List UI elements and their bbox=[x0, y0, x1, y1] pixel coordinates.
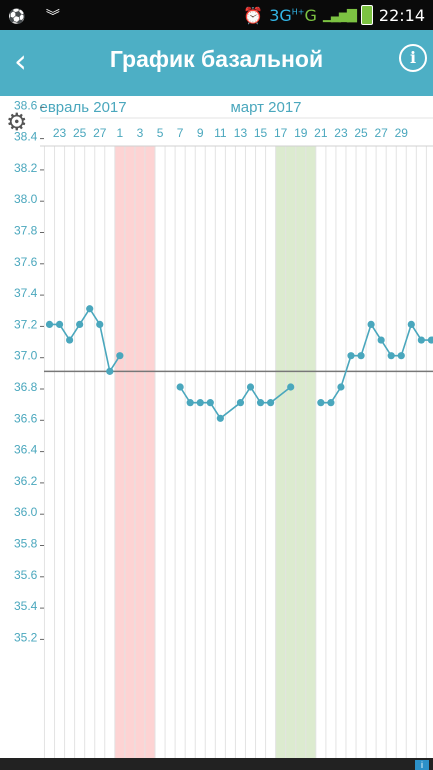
month-label: март 2017 bbox=[230, 99, 301, 116]
temperature-point bbox=[256, 399, 265, 407]
y-tick-label: 37.2 bbox=[14, 317, 38, 331]
y-tick-label: 35.2 bbox=[14, 630, 38, 644]
day-tick-label: 29 bbox=[395, 126, 409, 140]
temperature-point bbox=[377, 336, 385, 344]
status-icons: ⏰ 3GH+G ▁▃▅▇ 22:14 bbox=[243, 5, 425, 25]
y-tick-label: 36.6 bbox=[14, 411, 38, 425]
day-tick-label: 19 bbox=[294, 126, 308, 140]
ad-info-icon[interactable]: i bbox=[415, 760, 429, 770]
alarm-icon: ⏰ bbox=[243, 5, 264, 25]
temperature-point bbox=[317, 399, 325, 407]
day-tick-label: 27 bbox=[93, 126, 107, 140]
status-bar: ⚽ ︾ ⏰ 3GH+G ▁▃▅▇ 22:14 bbox=[0, 0, 433, 30]
y-tick-label: 38.6 bbox=[14, 98, 38, 112]
temperature-point bbox=[427, 336, 433, 344]
temperature-point bbox=[45, 320, 54, 328]
info-icon[interactable]: i bbox=[399, 44, 427, 72]
temperature-point bbox=[116, 352, 124, 360]
y-tick-label: 36.0 bbox=[14, 505, 38, 519]
temperature-point bbox=[387, 352, 395, 360]
temperature-point bbox=[196, 399, 204, 407]
clock: 22:14 bbox=[378, 5, 425, 25]
temperature-point bbox=[347, 352, 355, 360]
y-tick-label: 37.8 bbox=[14, 224, 38, 238]
day-tick-label: 27 bbox=[374, 126, 388, 140]
temperature-line bbox=[179, 385, 292, 420]
notification-icons: ⚽ ︾ bbox=[8, 9, 68, 25]
day-tick-label: 3 bbox=[137, 126, 144, 140]
y-tick-label: 38.4 bbox=[14, 130, 38, 144]
temperature-point bbox=[76, 320, 84, 328]
temperature-point bbox=[55, 320, 64, 328]
temperature-point bbox=[66, 336, 74, 344]
temperature-point bbox=[96, 320, 104, 328]
day-tick-label: 15 bbox=[254, 126, 268, 140]
y-tick-label: 38.0 bbox=[14, 192, 38, 206]
battery-icon bbox=[360, 5, 373, 25]
temperature-point bbox=[176, 383, 184, 391]
temperature-point bbox=[206, 399, 214, 407]
ad-banner[interactable] bbox=[0, 758, 433, 770]
day-tick-label: 21 bbox=[314, 126, 328, 140]
y-tick-label: 36.4 bbox=[14, 443, 38, 457]
temperature-point bbox=[367, 320, 375, 328]
y-tick-label: 36.8 bbox=[14, 380, 38, 394]
y-tick-label: 37.4 bbox=[14, 286, 38, 300]
y-tick-label: 37.0 bbox=[14, 349, 38, 363]
month-label: евраль 2017 bbox=[40, 99, 127, 116]
temperature-point bbox=[267, 399, 275, 407]
y-tick-label: 36.2 bbox=[14, 474, 38, 488]
day-tick-label: 25 bbox=[73, 126, 87, 140]
temperature-point bbox=[216, 414, 224, 422]
y-tick-label: 35.4 bbox=[14, 599, 38, 613]
day-tick-label: 13 bbox=[234, 126, 248, 140]
page-title: График базальной bbox=[109, 46, 324, 72]
day-tick-label: 23 bbox=[334, 126, 348, 140]
temperature-point bbox=[407, 320, 415, 328]
signal-icon: ▁▃▅▇ bbox=[322, 7, 357, 23]
network-indicator: 3GH+G bbox=[269, 5, 317, 25]
temperature-point bbox=[186, 399, 194, 407]
back-chevron-icon[interactable]: ‹ bbox=[14, 42, 27, 80]
temperature-point bbox=[86, 305, 94, 313]
temperature-point bbox=[417, 336, 425, 344]
temperature-point bbox=[246, 383, 255, 391]
temperature-point bbox=[287, 383, 295, 391]
day-tick-label: 1 bbox=[117, 126, 124, 140]
app-bar: ‹ График базальной i bbox=[0, 30, 433, 96]
y-tick-label: 35.8 bbox=[14, 537, 38, 551]
day-tick-label: 17 bbox=[274, 126, 288, 140]
day-tick-label: 23 bbox=[53, 126, 67, 140]
day-tick-label: 5 bbox=[157, 126, 164, 140]
y-tick-label: 35.6 bbox=[14, 568, 38, 582]
temperature-point bbox=[397, 352, 405, 360]
temperature-point bbox=[357, 352, 365, 360]
y-tick-label: 38.2 bbox=[14, 161, 38, 175]
day-tick-label: 7 bbox=[177, 126, 184, 140]
temperature-point bbox=[236, 399, 245, 407]
gear-icon[interactable]: ⚙ bbox=[6, 108, 28, 136]
temperature-point bbox=[337, 383, 345, 391]
y-tick-label: 37.6 bbox=[14, 255, 38, 269]
temperature-point bbox=[106, 367, 114, 375]
day-tick-label: 9 bbox=[197, 126, 204, 140]
day-tick-label: 25 bbox=[354, 126, 368, 140]
day-tick-label: 11 bbox=[214, 126, 227, 140]
temperature-point bbox=[327, 399, 335, 407]
